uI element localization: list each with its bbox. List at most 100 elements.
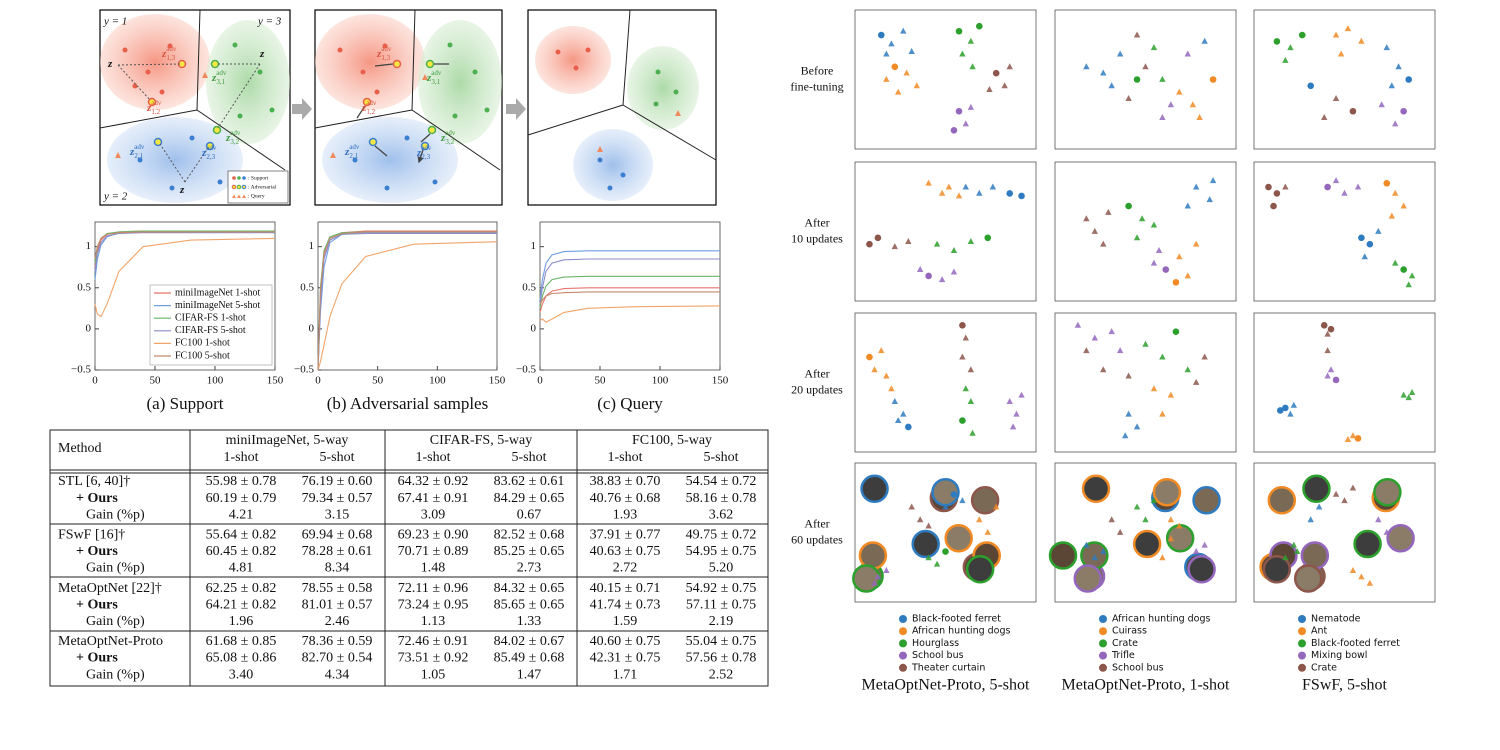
z-base: z: [161, 48, 167, 60]
query-point: [962, 183, 969, 190]
query-point: [1122, 432, 1129, 439]
query-point: [925, 179, 932, 186]
query-point: [925, 522, 932, 529]
query-point: [1155, 246, 1163, 253]
tsne-frame: [1253, 161, 1436, 302]
query-point: [1395, 63, 1402, 70]
query-point: [1176, 253, 1183, 260]
query-point: [1167, 101, 1175, 108]
query-point: [1400, 391, 1407, 398]
query-point: [1125, 372, 1132, 379]
z-base: z: [179, 184, 185, 196]
table-cell: 83.62 ± 0.61: [494, 474, 565, 489]
series-line: [94, 237, 276, 318]
series-line: [317, 231, 497, 371]
query-point: [1083, 347, 1090, 354]
legend-label: Black-footed ferret: [1311, 638, 1400, 649]
support-point: [1273, 190, 1281, 197]
table-cell: 1.48: [421, 561, 446, 576]
table-cell: 69.23 ± 0.90: [398, 528, 469, 543]
query-point: [1091, 334, 1098, 341]
series-line: [539, 291, 720, 305]
query-point: [1018, 391, 1025, 398]
query-point: [1321, 114, 1328, 120]
table-cell: 54.95 ± 0.75: [686, 544, 757, 559]
support-point: [1018, 192, 1025, 200]
query-point: [1383, 44, 1390, 51]
row-label: 10 updates: [791, 231, 843, 245]
legend-box: [149, 284, 273, 366]
support-point: [1400, 266, 1407, 273]
query-point: [1184, 272, 1191, 279]
table-cell: 40.76 ± 0.68: [590, 491, 661, 506]
table-header: miniImageNet, 5-way: [226, 433, 349, 448]
y-tick-label: 0: [309, 322, 315, 334]
support-point: [1324, 183, 1331, 191]
query-point: [967, 397, 975, 404]
query-point: [967, 238, 975, 245]
legend-label: FC100 1-shot: [175, 338, 230, 349]
legend-label: miniImageNet 1-shot: [175, 287, 260, 298]
table-cell: 61.68 ± 0.85: [206, 634, 277, 649]
query-point: [986, 86, 993, 93]
legend-label: Mixing bowl: [1311, 650, 1367, 661]
legend-adversarial: : Adversarial: [248, 184, 277, 190]
legend-label: Trifle: [1111, 650, 1135, 661]
table-cell: 58.16 ± 0.78: [686, 491, 757, 506]
table-header: Method: [58, 441, 102, 456]
query-point: [1400, 202, 1407, 209]
query-point: [1184, 202, 1191, 209]
support-point: [1383, 179, 1391, 187]
query-point: [883, 75, 890, 82]
query-point: [916, 266, 924, 272]
z-sup: adv: [366, 99, 377, 107]
x-tick-label: 50: [372, 375, 384, 387]
series-line: [94, 232, 275, 272]
table-cell: 2.46: [325, 614, 350, 629]
query-point: [1142, 63, 1149, 70]
query-point: [1116, 50, 1124, 57]
query-point: [1100, 240, 1107, 247]
legend-dot: [899, 663, 907, 672]
table-cell: 60.19 ± 0.79: [206, 491, 277, 506]
query-point: [959, 50, 966, 57]
query-point: [1138, 215, 1146, 222]
query-point: [1133, 423, 1141, 430]
query-point: [933, 560, 941, 567]
table-cell: 57.56 ± 0.78: [686, 651, 757, 666]
table-cell: 70.71 ± 0.89: [398, 544, 469, 559]
z-sub: 3,2: [445, 138, 454, 146]
method-name: + Ours: [76, 544, 118, 559]
support-point: [1276, 407, 1284, 414]
support-point: [984, 234, 992, 242]
query-point: [969, 429, 976, 436]
query-point: [1176, 522, 1183, 529]
query-point: [1408, 389, 1416, 396]
support-point: [1125, 202, 1132, 210]
query-point: [967, 103, 975, 110]
query-point: [950, 246, 958, 253]
table-cell: 82.52 ± 0.68: [494, 528, 565, 543]
table-cell: 1.13: [421, 614, 446, 629]
x-tick-label: 100: [429, 375, 446, 387]
query-point: [1083, 215, 1090, 222]
query-point: [900, 410, 907, 417]
x-tick-label: 0: [315, 375, 321, 387]
support-point: [1332, 376, 1340, 384]
table-cell: 85.49 ± 0.68: [494, 651, 565, 666]
z-sub: 3,1: [431, 78, 440, 86]
x-tick-label: 50: [595, 375, 607, 387]
table-cell: 3.40: [229, 667, 254, 682]
y-tick-label: 0.5: [77, 281, 91, 293]
table-cell: 1.59: [613, 614, 638, 629]
query-point: [1332, 490, 1340, 497]
table-cell: 42.31 ± 0.75: [590, 651, 661, 666]
support-point: [1320, 322, 1328, 329]
series-line: [317, 232, 497, 371]
query-point: [1150, 44, 1158, 51]
z-sup: adv: [166, 45, 177, 53]
query-point: [1358, 573, 1365, 580]
query-point: [1383, 528, 1390, 535]
legend-dot: [1099, 651, 1107, 660]
